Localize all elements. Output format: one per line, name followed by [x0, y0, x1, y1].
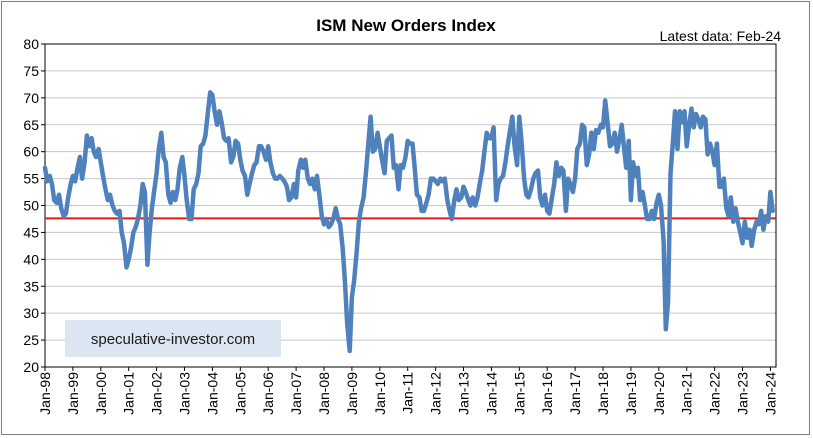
x-tick-label: Jan-17	[567, 372, 583, 415]
watermark-text: speculative-investor.com	[91, 331, 255, 348]
y-axis: 20 25 30 35 40 45 50 55 60 65 70 75 80	[23, 36, 45, 375]
x-axis: Jan-98 Jan-99 Jan-00 Jan-01 Jan-02 Jan-03 Jan-…	[37, 367, 778, 415]
y-tick-label: 45	[23, 224, 39, 240]
y-tick-label: 80	[23, 36, 39, 52]
x-tick-label: Jan-18	[595, 372, 611, 415]
x-tick-label: Jan-99	[65, 372, 81, 415]
x-tick-label: Jan-04	[204, 372, 220, 415]
y-tick-label: 50	[23, 198, 39, 214]
y-tick-label: 40	[23, 251, 39, 267]
y-tick-label: 60	[23, 144, 39, 160]
x-tick-label: Jan-03	[177, 372, 193, 415]
x-tick-label: Jan-09	[344, 372, 360, 415]
x-tick-label: Jan-07	[288, 372, 304, 415]
latest-data-note: Latest data: Feb-24	[660, 28, 782, 44]
y-tick-label: 55	[23, 171, 39, 187]
x-tick-label: Jan-14	[483, 372, 499, 415]
x-tick-label: Jan-12	[428, 372, 444, 415]
watermark-box	[65, 320, 281, 357]
x-tick-label: Jan-02	[149, 372, 165, 415]
x-tick-label: Jan-19	[623, 372, 639, 415]
y-tick-label: 20	[23, 359, 39, 375]
x-tick-label: Jan-10	[372, 372, 388, 415]
series-line-ism-new-orders	[42, 90, 775, 354]
x-tick-label: Jan-06	[260, 372, 276, 415]
x-tick-label: Jan-22	[707, 372, 723, 415]
x-tick-label: Jan-05	[232, 372, 248, 415]
x-tick-label: Jan-21	[679, 372, 695, 415]
y-tick-label: 30	[23, 305, 39, 321]
chart-title: ISM New Orders Index	[316, 16, 496, 35]
y-tick-label: 75	[23, 63, 39, 79]
x-tick-label: Jan-20	[651, 372, 667, 415]
x-tick-label: Jan-11	[400, 372, 416, 414]
y-tick-label: 25	[23, 332, 39, 348]
x-tick-label: Jan-13	[456, 372, 472, 415]
y-tick-label: 35	[23, 278, 39, 294]
x-tick-label: Jan-01	[121, 372, 137, 415]
x-tick-label: Jan-16	[539, 372, 555, 415]
x-tick-label: Jan-15	[511, 372, 527, 415]
x-tick-label: Jan-23	[735, 372, 751, 415]
x-tick-label: Jan-98	[37, 372, 53, 415]
y-tick-label: 65	[23, 117, 39, 133]
y-tick-label: 70	[23, 90, 39, 106]
x-tick-label: Jan-00	[93, 372, 109, 415]
x-tick-label: Jan-08	[316, 372, 332, 415]
x-tick-label: Jan-24	[762, 372, 778, 415]
